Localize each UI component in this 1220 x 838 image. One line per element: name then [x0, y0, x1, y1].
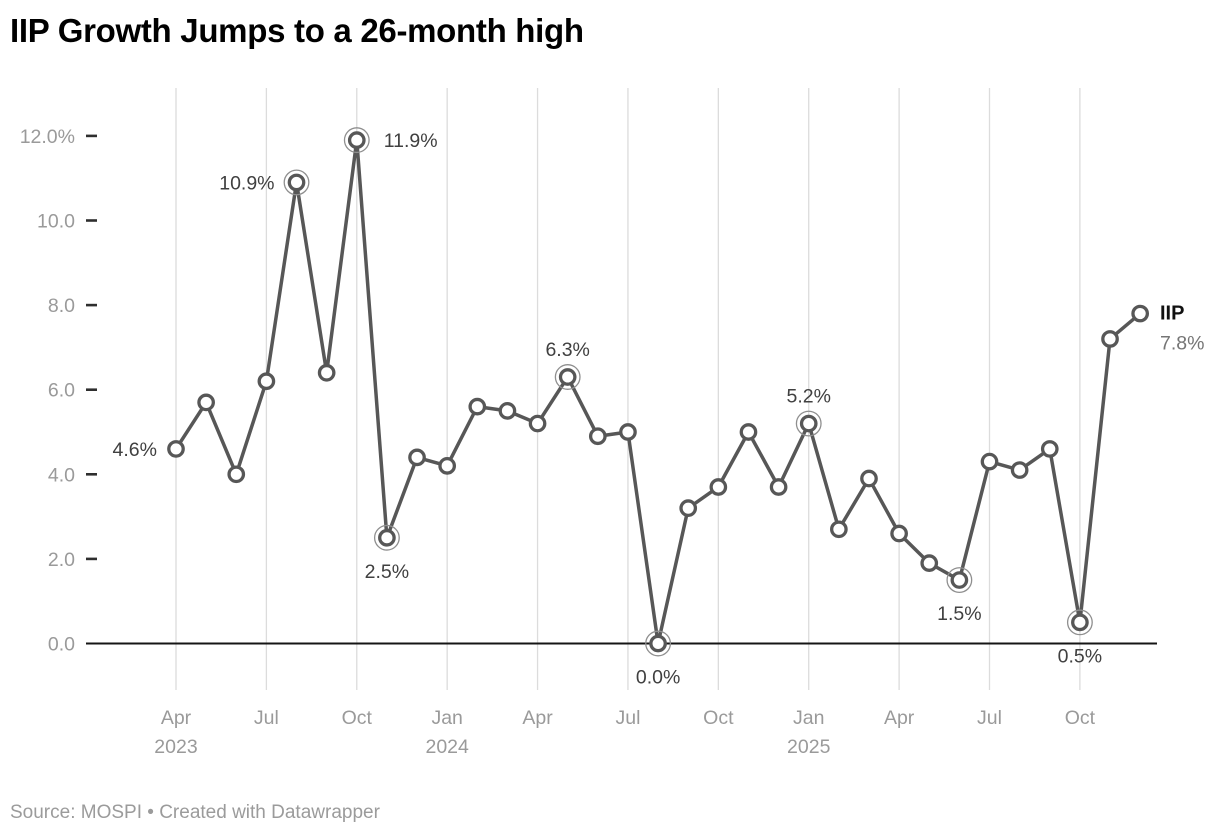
- x-tick-month: Oct: [342, 707, 373, 729]
- emphasis-ring: [795, 410, 822, 437]
- x-axis: Apr 2023 Jul Oct Jan 2024 Apr Jul Oct Jan 2025 Apr J…: [154, 707, 1095, 758]
- x-tick-month: Jul: [977, 707, 1002, 729]
- y-tick-label: 2.0: [48, 549, 75, 571]
- data-point-marker: [769, 478, 788, 496]
- data-point-marker: [257, 372, 276, 391]
- data-point-marker: [468, 397, 487, 416]
- data-labels: 4.6% 10.9% 11.9% 2.5% 6.3% 0.0% 5.2% 1.5% 0.5%: [113, 130, 1103, 688]
- chart-footer: Source: MOSPI • Created with Datawrapper: [10, 802, 380, 823]
- data-label: 10.9%: [219, 172, 274, 194]
- x-tick-year: 2024: [425, 736, 469, 758]
- y-tick-label: 0.0: [48, 634, 75, 656]
- emphasis-rings: [283, 127, 1093, 657]
- data-point-marker: [197, 393, 215, 412]
- x-tick-year: 2025: [787, 736, 831, 758]
- data-point-marker: [799, 414, 818, 433]
- data-point-marker: [588, 427, 607, 446]
- emphasis-ring: [645, 630, 672, 657]
- data-label: 2.5%: [365, 561, 409, 583]
- data-point-marker: [438, 456, 457, 475]
- series-end-name: IIP: [1160, 303, 1184, 325]
- data-label: 5.2%: [787, 386, 831, 408]
- data-point-marker: [498, 401, 517, 420]
- data-point-marker: [619, 423, 637, 441]
- emphasis-ring: [1066, 609, 1093, 636]
- data-point-marker: [378, 528, 396, 547]
- data-point-marker: [287, 173, 306, 192]
- emphasis-ring: [343, 127, 370, 154]
- emphasis-ring: [554, 364, 581, 390]
- chart-title: IIP Growth Jumps to a 26-month high: [10, 12, 584, 49]
- x-tick-month: Apr: [884, 707, 915, 729]
- data-label: 1.5%: [937, 603, 981, 625]
- x-gridlines: [175, 88, 1081, 690]
- series-line: [174, 138, 1142, 646]
- data-point-marker: [709, 478, 728, 496]
- data-label: 11.9%: [384, 130, 438, 152]
- series: [174, 138, 1142, 646]
- data-point-marker: [1071, 613, 1089, 632]
- series-end-label: IIP 7.8%: [1160, 303, 1204, 355]
- data-point-marker: [167, 440, 185, 458]
- data-point-marker: [950, 571, 969, 589]
- data-label: 6.3%: [545, 339, 589, 361]
- series-end-value: 7.8%: [1160, 333, 1204, 355]
- emphasis-ring: [283, 169, 310, 196]
- data-point-marker: [890, 524, 908, 543]
- data-label: 4.6%: [113, 439, 157, 461]
- data-point-marker: [830, 520, 848, 539]
- y-tick-label: 6.0: [48, 380, 75, 402]
- data-point-marker: [347, 131, 366, 149]
- data-point-marker: [1010, 461, 1029, 479]
- data-point-marker: [528, 414, 547, 433]
- x-tick-month: Jul: [615, 707, 640, 729]
- data-point-marker: [227, 465, 246, 484]
- emphasis-ring: [373, 524, 400, 551]
- data-point-marker: [649, 634, 667, 653]
- x-tick-year: 2023: [154, 736, 197, 758]
- data-label: 0.5%: [1058, 645, 1102, 667]
- data-point-marker: [920, 554, 939, 572]
- x-tick-month: Jan: [793, 707, 824, 729]
- x-tick-month: Oct: [703, 707, 734, 729]
- data-point-marker: [558, 368, 577, 386]
- data-point-marker: [1131, 304, 1150, 323]
- data-point-marker: [980, 452, 999, 471]
- x-tick-month: Oct: [1065, 707, 1096, 729]
- x-tick-month: Jan: [431, 707, 462, 729]
- data-label: 0.0%: [636, 667, 680, 689]
- x-tick-month: Apr: [522, 707, 553, 729]
- y-tick-label: 10.0: [37, 211, 75, 233]
- data-point-marker: [860, 469, 878, 488]
- data-point-marker: [1040, 440, 1059, 458]
- y-tick-label: 12.0%: [20, 126, 75, 148]
- emphasis-ring: [946, 567, 973, 594]
- data-point-marker: [408, 448, 426, 467]
- x-tick-month: Jul: [254, 707, 279, 729]
- y-tick-label: 4.0: [48, 464, 75, 486]
- markers: [167, 131, 1150, 653]
- y-axis: 0.0 2.0 4.0 6.0 8.0 10.0 12.0%: [20, 126, 97, 656]
- data-point-marker: [679, 499, 698, 517]
- data-point-marker: [317, 363, 336, 382]
- data-point-marker: [739, 423, 758, 441]
- data-point-marker: [1101, 330, 1119, 348]
- x-tick-month: Apr: [161, 707, 192, 729]
- y-tick-label: 8.0: [48, 295, 75, 317]
